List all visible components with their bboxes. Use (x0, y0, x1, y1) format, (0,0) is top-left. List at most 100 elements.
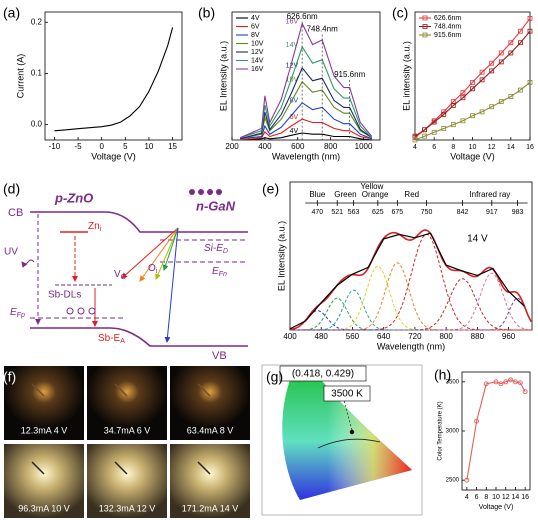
photo-caption: 96.3mA 10 V (18, 503, 70, 513)
point (464, 477, 470, 483)
point (483, 381, 489, 387)
photo (4, 366, 84, 440)
legend-label: 12V (251, 49, 264, 56)
x-tick-label: 600 (291, 142, 305, 151)
band-tick-label: 917 (486, 209, 498, 216)
electrons (189, 189, 222, 195)
x-tick-label: 6 (432, 144, 436, 151)
line (239, 22, 373, 139)
transition-arrow (164, 227, 179, 343)
point (508, 40, 514, 46)
x-tick-label: 4 (465, 494, 469, 501)
line (240, 45, 373, 139)
curve-label: 6V (290, 114, 299, 121)
x-tick-label: 4 (413, 144, 417, 151)
panel-label: (h) (434, 367, 451, 383)
point (527, 28, 533, 34)
cct-box (323, 385, 371, 402)
line (54, 27, 174, 132)
cie-point (349, 429, 355, 435)
y-tick-label: 2500 (446, 478, 460, 484)
legend-label: 6V (251, 23, 260, 30)
band-diagram: (d) CB p-ZnO n-GaN Zni Si-ED EFn UV (3, 181, 248, 362)
photo (4, 444, 84, 518)
point (503, 379, 509, 385)
y-axis-label: EL Intensity (a.u.) (218, 41, 228, 111)
x-tick-label: 12 (488, 144, 496, 151)
probe (114, 383, 128, 397)
component (290, 233, 532, 331)
probe (114, 461, 128, 475)
line (240, 102, 373, 140)
point (479, 69, 485, 75)
x-tick-label: 560 (346, 332, 360, 341)
x-tick-label: 14 (507, 144, 515, 151)
line (414, 18, 531, 138)
transition-arrow (162, 227, 179, 271)
point (441, 126, 447, 131)
y-tick-label: 3500 (446, 379, 460, 385)
point (517, 380, 523, 386)
cie-diagram: (0.418, 0.429) 3500 K (g) (261, 364, 423, 516)
sbdls-label: Sb-DLs (48, 290, 81, 301)
annotation: 626.6nm (287, 12, 318, 21)
point (518, 87, 523, 93)
x-tick-label: 15 (168, 142, 177, 151)
panel-label: (d) (3, 181, 20, 197)
band-region: Infrared ray (469, 190, 510, 199)
band-region: Blue (309, 190, 326, 199)
x-tick-label: 800 (439, 332, 453, 341)
photo (87, 444, 167, 518)
photo-grid: (f) 12.3mA 4 V 34.7mA 6 V 63.4mA 8 V 96.3mA… (3, 366, 250, 518)
x-axis-label: Voltage (V) (91, 151, 136, 161)
holes (66, 307, 96, 315)
x-tick-label: 880 (471, 332, 485, 341)
line (414, 30, 531, 137)
plot-frame (231, 11, 381, 141)
component (290, 297, 532, 331)
probe (31, 461, 45, 475)
legend-label: 14V (251, 57, 264, 64)
point (431, 119, 437, 125)
point (470, 113, 475, 119)
curve-label: 12V (286, 63, 299, 70)
point (518, 40, 523, 46)
band-tick-label: 470 (311, 209, 323, 216)
x-tick-label: 10 (469, 144, 477, 151)
point (489, 60, 495, 66)
uv-label: UV (4, 247, 18, 258)
x-axis-label: Voltage (V) (450, 151, 495, 161)
panel-label: (g) (266, 369, 283, 385)
x-tick-label: 6 (475, 494, 479, 501)
point (422, 133, 427, 139)
point (498, 50, 504, 56)
point (441, 112, 447, 117)
band-tick-label: 842 (457, 209, 469, 216)
legend-label: 915.6nm (434, 32, 461, 39)
photo-caption: 171.2mA 14 V (182, 503, 239, 513)
annotation: 748.4nm (307, 25, 338, 34)
point (412, 137, 418, 143)
component (289, 310, 532, 331)
note: 14 V (467, 234, 488, 245)
point (489, 104, 495, 110)
x-tick-label: 640 (377, 332, 391, 341)
photo (170, 366, 250, 440)
point (498, 59, 504, 65)
point (518, 28, 523, 34)
point (479, 109, 485, 115)
x-tick-label: 400 (283, 332, 297, 341)
photo (87, 366, 167, 440)
band-region: Red (404, 190, 419, 199)
band-tick-label: 675 (391, 209, 403, 216)
line (240, 66, 373, 140)
legend-label: 10V (251, 40, 264, 47)
x-tick-label: 16 (526, 144, 534, 151)
band-region: Orange (362, 190, 389, 199)
transition-arrow (155, 227, 179, 280)
transition-arrow (121, 227, 179, 279)
legend-label: 748.4nm (434, 23, 461, 30)
panel-label: (b) (198, 5, 215, 21)
line (289, 232, 525, 330)
panel-label: (c) (392, 5, 408, 21)
